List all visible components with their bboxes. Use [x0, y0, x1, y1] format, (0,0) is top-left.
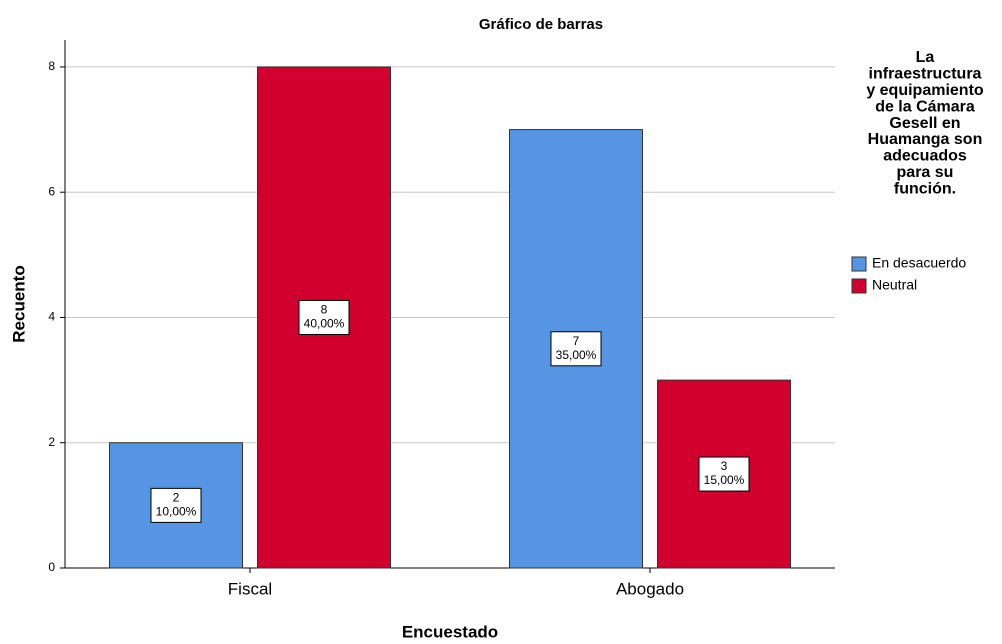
- data-label-box: [550, 331, 602, 367]
- legend-title: La: [916, 49, 935, 66]
- y-tick-label: 2: [48, 435, 55, 449]
- data-label: 35,00%: [556, 348, 597, 362]
- legend-label: Neutral: [872, 277, 917, 293]
- data-label: 2: [173, 491, 180, 505]
- legend-title: de la Cámara: [875, 98, 975, 115]
- legend-title: función.: [894, 180, 956, 197]
- legend-title: Huamanga son: [868, 131, 983, 148]
- data-label: 10,00%: [156, 505, 197, 519]
- legend-title: y equipamiento: [866, 82, 984, 99]
- legend-swatch: [851, 256, 867, 272]
- data-label: 8: [321, 303, 328, 317]
- legend-label: En desacuerdo: [872, 255, 966, 271]
- data-label: 15,00%: [704, 473, 745, 487]
- data-label-box: [298, 299, 350, 335]
- y-tick-label: 4: [48, 310, 55, 324]
- legend-title: adecuados: [883, 148, 967, 165]
- y-tick-label: 8: [48, 59, 55, 73]
- legend-title: infraestructura: [869, 66, 982, 83]
- legend-swatch: [851, 278, 867, 294]
- y-tick-label: 0: [48, 560, 55, 574]
- data-label-box: [698, 456, 750, 492]
- legend-title: Gesell en: [889, 115, 960, 132]
- x-axis-label: Encuestado: [402, 622, 498, 641]
- x-tick-label: Abogado: [616, 579, 684, 598]
- data-label-box: [150, 487, 202, 523]
- y-axis-label: Recuento: [9, 265, 28, 342]
- data-label: 7: [573, 334, 580, 348]
- x-tick-label: Fiscal: [228, 579, 272, 598]
- data-label: 3: [721, 459, 728, 473]
- data-label: 40,00%: [304, 317, 345, 331]
- chart-title: Gráfico de barras: [479, 16, 603, 33]
- y-tick-label: 6: [48, 184, 55, 198]
- legend-title: para su: [897, 164, 954, 181]
